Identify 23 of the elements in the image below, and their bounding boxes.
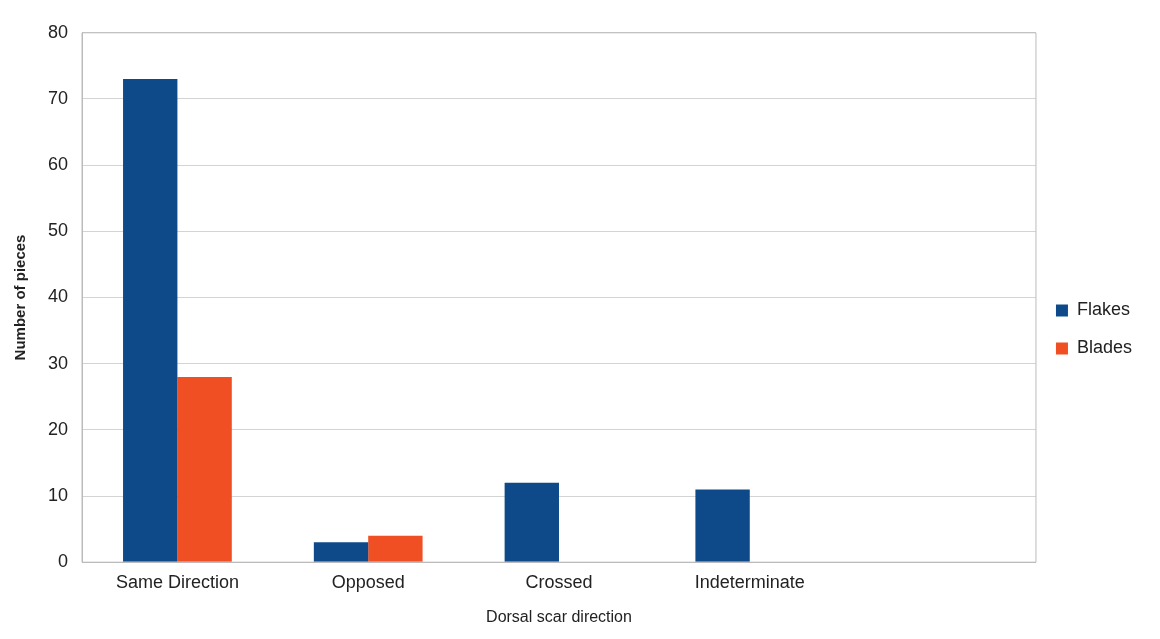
y-tick-label: 10	[47, 484, 69, 505]
x-tick-label: Opposed	[331, 571, 405, 592]
y-tick-label: 20	[47, 418, 69, 439]
x-tick-label: Crossed	[525, 571, 593, 592]
y-tick-label: 30	[47, 352, 69, 373]
y-tick-label: 70	[47, 87, 69, 108]
legend-label: Flakes	[1076, 299, 1130, 320]
y-tick-label: 50	[47, 220, 69, 241]
y-tick-label: 60	[47, 154, 69, 175]
x-tick-label: Indeterminate	[694, 571, 805, 592]
bar	[368, 535, 423, 562]
bar	[123, 79, 178, 562]
bar	[695, 489, 750, 562]
y-tick-label: 0	[58, 551, 69, 572]
x-axis-title: Dorsal scar direction	[486, 607, 632, 625]
bar	[504, 482, 559, 562]
y-tick-label: 80	[47, 21, 69, 42]
bar	[177, 376, 232, 562]
bar	[313, 542, 369, 562]
x-tick-label: Same Direction	[115, 571, 239, 592]
y-tick-label: 40	[47, 286, 69, 307]
legend-label: Blades	[1076, 337, 1133, 358]
y-axis-title: Number of pieces	[11, 234, 29, 361]
